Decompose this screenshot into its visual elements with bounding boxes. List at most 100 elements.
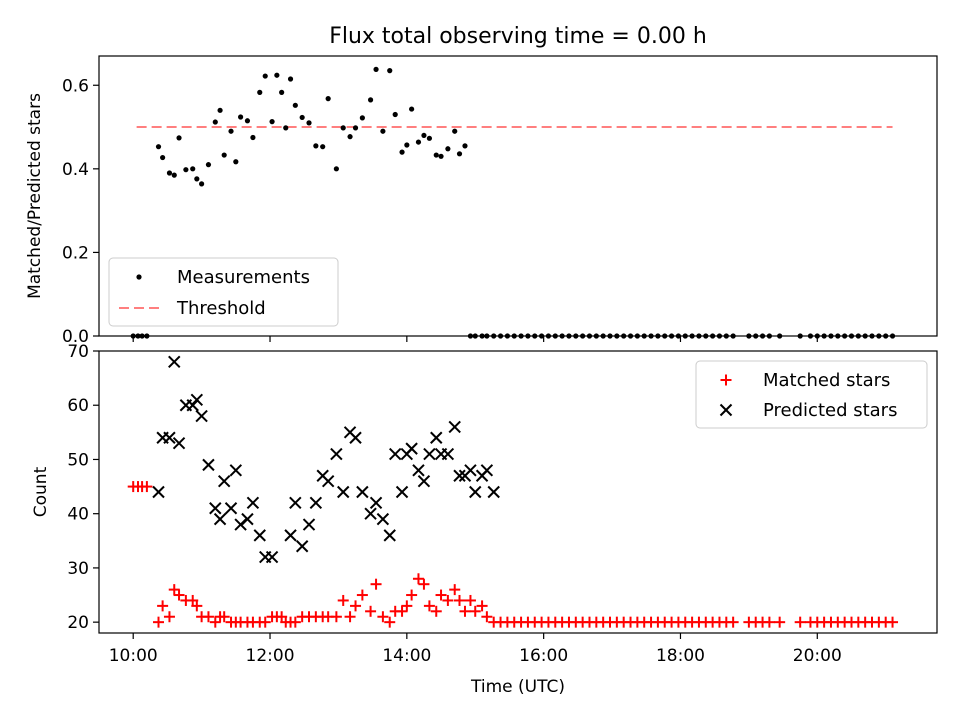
matched-star-point <box>423 600 435 612</box>
measurement-point <box>171 172 177 178</box>
predicted-star-point <box>172 436 186 450</box>
measurements-points <box>130 66 896 339</box>
matched-star-point <box>396 605 408 617</box>
measurement-point <box>409 106 415 112</box>
measurement-point <box>373 66 379 72</box>
predicted-star-point <box>423 447 436 461</box>
predicted-star-point <box>163 431 176 444</box>
measurement-point <box>212 119 218 125</box>
matched-star-point <box>168 584 180 596</box>
measurement-point <box>347 134 353 140</box>
measurement-point <box>287 76 294 82</box>
measurement-point <box>399 149 405 155</box>
predicted-star-point <box>190 393 204 407</box>
matched-stars-points <box>127 481 899 628</box>
measurement-point <box>306 120 312 126</box>
predicted-star-point <box>487 485 500 499</box>
legend-predicted-marker <box>719 403 733 417</box>
matched-star-point <box>763 616 775 628</box>
measurement-point <box>199 181 205 187</box>
matched-star-point <box>157 600 169 612</box>
predicted-star-point <box>229 464 243 477</box>
bottom-axes: 20 30 40 50 60 70 10:00 12:00 14:00 16:00 18:00 20:… <box>31 342 938 697</box>
measurement-point <box>205 162 212 168</box>
predicted-star-point <box>383 529 396 542</box>
measurement-point <box>176 135 182 141</box>
measurement-point <box>160 154 166 161</box>
predicted-star-point <box>209 502 222 515</box>
predicted-star-point <box>430 431 443 444</box>
matched-star-point <box>259 616 271 628</box>
predicted-star-point <box>364 507 377 520</box>
measurement-point <box>456 151 463 157</box>
measurement-point <box>217 107 223 113</box>
measurement-point <box>274 72 280 78</box>
matched-star-point <box>435 589 447 601</box>
measurement-point <box>279 89 285 95</box>
legend-threshold-label: Threshold <box>176 298 266 319</box>
predicted-star-point <box>480 464 494 477</box>
measurement-point <box>257 89 263 95</box>
legend-predicted-x <box>719 403 733 417</box>
bottom-x-tick-label: 18:00 <box>656 646 705 666</box>
matched-star-point <box>163 611 175 623</box>
measurement-point <box>269 119 275 125</box>
predicted-star-point <box>330 447 343 461</box>
predicted-star-point <box>464 464 477 477</box>
bottom-y-axis-label: Count <box>31 466 51 517</box>
measurement-point <box>426 135 433 141</box>
measurement-point <box>292 102 298 108</box>
figure-title: Flux total observing time = 0.00 h <box>329 24 707 49</box>
top-y-tick-label: 0.2 <box>62 243 89 263</box>
legend-predicted-label: Predicted stars <box>763 400 897 421</box>
predicted-star-point <box>309 496 323 510</box>
bottom-x-tick-label: 10:00 <box>109 646 158 666</box>
bottom-legend-box <box>695 360 928 429</box>
legend-measurements-label: Measurements <box>177 267 310 288</box>
predicted-star-point <box>284 529 297 542</box>
bottom-legend: Matched stars Predicted stars <box>695 360 928 429</box>
predicted-star-point <box>195 409 208 423</box>
matched-star-point <box>469 605 481 617</box>
matched-star-point <box>350 600 362 612</box>
matched-star-point <box>365 605 377 617</box>
top-axes: 0.0 0.2 0.4 0.6 Matched/Predicted stars Mea… <box>25 55 938 347</box>
measurement-point <box>250 134 256 141</box>
matched-star-point <box>191 600 203 612</box>
measurement-point <box>380 128 386 134</box>
measurement-point <box>452 128 458 134</box>
measurement-point <box>299 114 305 121</box>
matched-star-point <box>377 611 389 623</box>
measurement-point <box>340 125 346 131</box>
matched-star-point <box>442 594 454 606</box>
predicted-star-point <box>152 485 165 499</box>
legend-matched-marker <box>720 374 732 386</box>
predicted-star-point <box>376 512 390 526</box>
bottom-axis-ticks: 20 30 40 50 60 70 10:00 12:00 14:00 16:00 18:00 20:… <box>67 342 841 666</box>
matched-star-point <box>344 611 356 623</box>
measurement-point <box>404 142 410 148</box>
predicted-star-point <box>369 496 383 510</box>
measurement-point <box>228 128 234 134</box>
matched-star-point <box>330 611 342 623</box>
top-y-tick-label: 0.6 <box>62 76 89 96</box>
measurement-point <box>367 97 374 103</box>
measurement-point <box>462 143 468 149</box>
matched-star-point <box>774 616 786 628</box>
measurement-point <box>387 68 393 74</box>
predicted-star-point <box>202 458 215 472</box>
predicted-star-point <box>417 474 431 488</box>
predicted-star-point <box>302 518 316 531</box>
matched-star-point <box>202 611 214 623</box>
predicted-star-point <box>241 512 254 526</box>
predicted-star-point <box>234 518 247 531</box>
measurement-point <box>283 125 289 131</box>
predicted-star-point <box>469 485 482 499</box>
predicted-star-point <box>265 550 279 564</box>
top-legend-box <box>108 257 339 327</box>
measurement-point <box>244 118 251 124</box>
matched-star-point <box>887 616 899 628</box>
predicted-star-point <box>405 442 418 455</box>
measurement-point <box>238 114 244 120</box>
